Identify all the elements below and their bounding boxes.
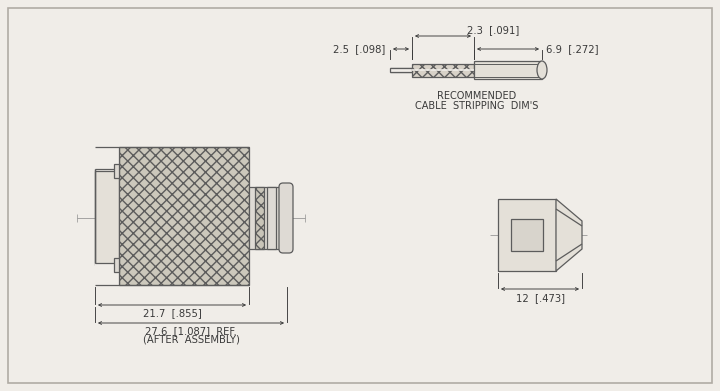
Bar — [249, 187, 287, 249]
Bar — [390, 68, 412, 72]
Bar — [267, 187, 276, 249]
Text: 2.5  [.098]: 2.5 [.098] — [333, 44, 385, 54]
Bar — [119, 147, 249, 285]
Ellipse shape — [537, 61, 547, 79]
Bar — [412, 63, 474, 77]
Text: (AFTER  ASSEMBLY): (AFTER ASSEMBLY) — [143, 335, 240, 345]
Text: 27.6  [1.087]  REF.: 27.6 [1.087] REF. — [145, 326, 237, 336]
Bar — [498, 199, 556, 271]
Text: CABLE  STRIPPING  DIM'S: CABLE STRIPPING DIM'S — [415, 101, 539, 111]
Text: 2.3  [.091]: 2.3 [.091] — [467, 25, 519, 35]
Bar — [95, 171, 119, 265]
Text: 21.7  [.855]: 21.7 [.855] — [143, 308, 202, 318]
Bar — [95, 147, 119, 169]
Text: 6.9  [.272]: 6.9 [.272] — [546, 44, 598, 54]
Bar — [255, 187, 264, 249]
Bar — [114, 258, 119, 272]
Bar — [95, 263, 119, 285]
FancyBboxPatch shape — [279, 183, 293, 253]
Bar — [511, 219, 543, 251]
Text: 12  [.473]: 12 [.473] — [516, 293, 564, 303]
Bar — [474, 61, 542, 79]
Text: RECOMMENDED: RECOMMENDED — [437, 91, 517, 101]
Polygon shape — [556, 199, 582, 271]
Bar — [114, 164, 119, 178]
